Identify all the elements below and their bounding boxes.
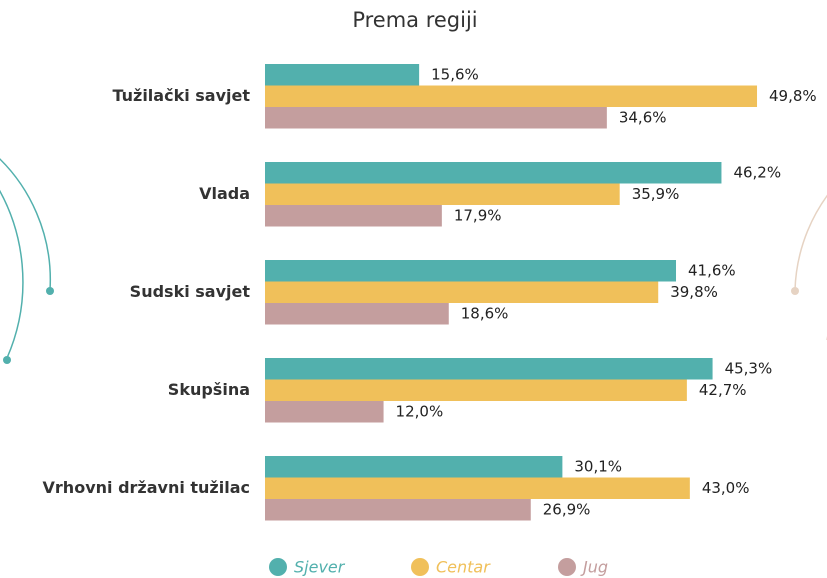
value-label: 17,9% bbox=[454, 206, 502, 224]
bar bbox=[265, 401, 384, 423]
category-label: Tužilački savjet bbox=[112, 86, 250, 105]
bar bbox=[265, 85, 758, 107]
legend-label: Centar bbox=[436, 558, 491, 577]
value-label: 45,3% bbox=[725, 359, 773, 377]
value-label: 49,8% bbox=[769, 87, 817, 105]
decoration bbox=[0, 158, 827, 364]
bar bbox=[265, 281, 659, 303]
value-label: 42,7% bbox=[699, 381, 747, 399]
category-label: Vrhovni državni tužilac bbox=[43, 478, 250, 497]
arc bbox=[0, 158, 52, 291]
legend-label: Jug bbox=[580, 558, 608, 577]
dot bbox=[3, 356, 11, 364]
value-label: 30,1% bbox=[574, 457, 622, 475]
bar bbox=[265, 64, 420, 86]
bar bbox=[265, 205, 442, 227]
value-label: 18,6% bbox=[461, 304, 509, 322]
legend-marker bbox=[558, 558, 576, 576]
arc bbox=[794, 194, 827, 291]
legend-marker bbox=[411, 558, 429, 576]
bar bbox=[265, 499, 531, 521]
bar bbox=[265, 379, 687, 401]
chart-title: Prema regiji bbox=[352, 8, 477, 32]
arc bbox=[0, 190, 24, 359]
legend-label: Sjever bbox=[294, 558, 346, 577]
value-label: 34,6% bbox=[619, 108, 667, 126]
bar bbox=[265, 303, 449, 325]
bar bbox=[265, 456, 563, 478]
category-label: Vlada bbox=[199, 184, 250, 203]
dot bbox=[791, 287, 799, 295]
bar bbox=[265, 477, 690, 499]
value-label: 15,6% bbox=[431, 65, 479, 83]
value-label: 41,6% bbox=[688, 261, 736, 279]
legend-marker bbox=[269, 558, 287, 576]
bar bbox=[265, 358, 713, 380]
bar bbox=[265, 107, 607, 129]
bar bbox=[265, 183, 620, 205]
value-label: 12,0% bbox=[396, 402, 444, 420]
bar bbox=[265, 162, 722, 184]
value-label: 26,9% bbox=[543, 500, 591, 518]
value-label: 43,0% bbox=[702, 479, 750, 497]
category-label: Skupšina bbox=[168, 380, 250, 399]
category-label: Sudski savjet bbox=[130, 282, 251, 301]
value-label: 39,8% bbox=[670, 283, 718, 301]
bar bbox=[265, 260, 677, 282]
value-label: 35,9% bbox=[632, 185, 680, 203]
value-label: 46,2% bbox=[733, 163, 781, 181]
dot bbox=[46, 287, 54, 295]
